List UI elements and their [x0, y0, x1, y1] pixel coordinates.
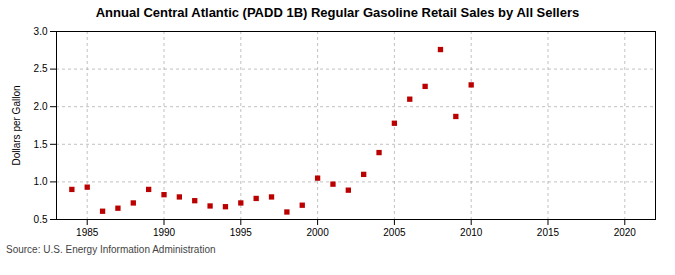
- svg-text:1.5: 1.5: [34, 139, 48, 150]
- svg-text:1.0: 1.0: [34, 176, 48, 187]
- svg-text:2.5: 2.5: [34, 63, 48, 74]
- html-text:Source: U.S. Energy Informatio: Source: U.S. Energy Information Administ…: [6, 244, 216, 255]
- svg-text:2005: 2005: [383, 227, 406, 238]
- svg-text:2015: 2015: [537, 227, 560, 238]
- svg-text:Dollars per Gallon: Dollars per Gallon: [11, 85, 22, 165]
- svg-text:1995: 1995: [230, 227, 253, 238]
- svg-text:1990: 1990: [153, 227, 176, 238]
- svg-text:2010: 2010: [460, 227, 483, 238]
- svg-text:2000: 2000: [306, 227, 329, 238]
- svg-text:1985: 1985: [76, 227, 99, 238]
- svg-text:3.0: 3.0: [34, 26, 48, 37]
- html-text:Annual Central Atlantic (PADD: Annual Central Atlantic (PADD 1B) Regula…: [95, 5, 580, 20]
- svg-text:0.5: 0.5: [34, 214, 48, 225]
- svg-text:2.0: 2.0: [34, 101, 48, 112]
- svg-text:2020: 2020: [614, 227, 637, 238]
